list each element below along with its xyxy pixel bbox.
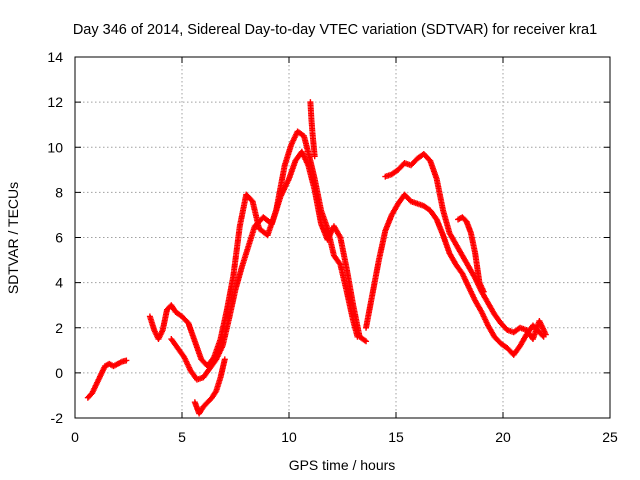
x-axis-label: GPS time / hours [289, 457, 396, 473]
data-point [336, 260, 343, 267]
series-arc-1 [84, 357, 130, 401]
axis-ticks [74, 56, 611, 419]
y-tick-label: -2 [51, 410, 64, 426]
data-point [542, 331, 549, 338]
data-marks [84, 99, 549, 417]
y-tick-label: 2 [55, 320, 63, 336]
x-tick-label: 15 [388, 429, 404, 445]
x-tick-labels: 0 5 10 15 20 25 [71, 429, 618, 445]
y-tick-label: 8 [55, 184, 63, 200]
series-arc-8 [455, 214, 487, 295]
x-tick-label: 0 [71, 429, 79, 445]
series-arc-6 [363, 191, 547, 358]
y-tick-labels: -2 0 2 4 6 8 10 12 14 [47, 49, 63, 426]
data-point [311, 153, 318, 160]
data-point [123, 357, 130, 364]
chart-title: Day 346 of 2014, Sidereal Day-to-day VTE… [73, 22, 597, 38]
data-point [361, 337, 368, 344]
x-tick-label: 10 [281, 429, 297, 445]
x-tick-label: 5 [178, 429, 186, 445]
y-tick-label: 10 [47, 139, 63, 155]
series-arc-3 [168, 148, 370, 383]
y-tick-label: 4 [55, 275, 63, 291]
x-tick-label: 25 [602, 429, 618, 445]
data-point [480, 288, 487, 295]
data-point [221, 356, 228, 363]
y-axis-label: SDTVAR / TECUs [5, 182, 21, 294]
series-arc-2 [146, 128, 361, 370]
data-point [363, 338, 370, 345]
series-arc-7 [382, 151, 549, 343]
series-arc-5 [307, 99, 318, 160]
y-tick-label: 12 [47, 94, 63, 110]
x-tick-label: 20 [495, 429, 511, 445]
y-tick-label: 6 [55, 230, 63, 246]
y-tick-label: 14 [47, 49, 63, 65]
series-arc-4 [191, 356, 228, 417]
y-tick-label: 0 [55, 365, 63, 381]
